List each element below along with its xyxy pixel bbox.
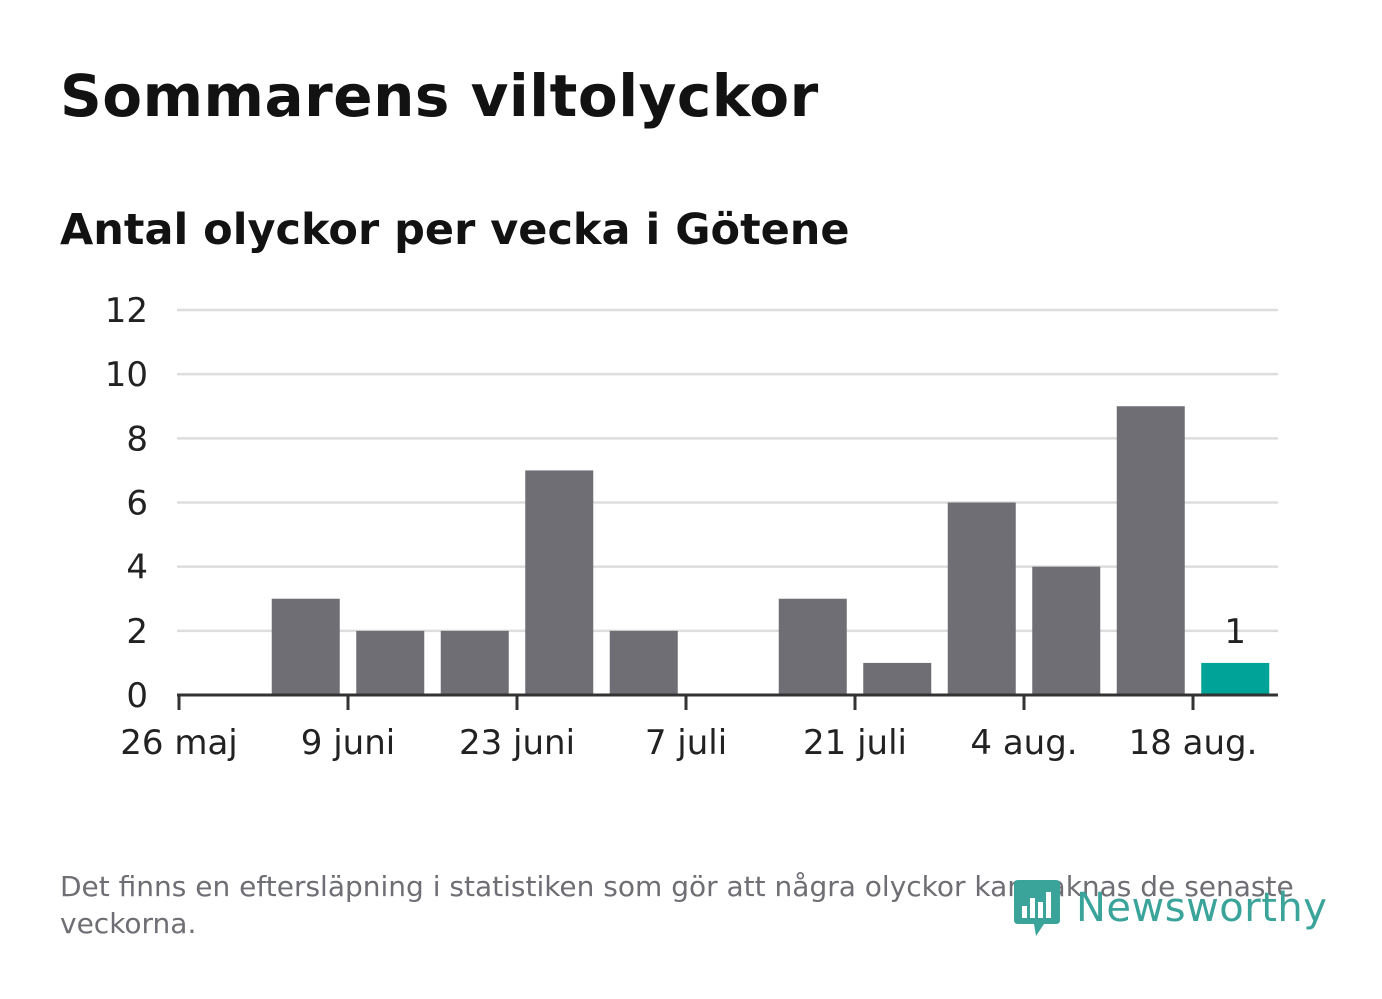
y-tick-label: 0 <box>126 676 148 716</box>
data-labels: 1 <box>1224 612 1246 652</box>
x-tick-label: 4 aug. <box>970 723 1077 763</box>
bar <box>271 598 340 695</box>
x-tick-label: 18 aug. <box>1129 723 1258 763</box>
x-tick-label: 21 juli <box>803 723 907 763</box>
y-axis-ticks: 0 2 4 6 8 10 12 <box>105 291 148 716</box>
newsworthy-logo: Newsworthy <box>1010 876 1327 940</box>
bar-highlighted <box>1201 662 1270 695</box>
bar <box>1032 566 1101 695</box>
bar <box>1116 406 1185 695</box>
x-tick-label: 9 juni <box>301 723 395 763</box>
y-tick-label: 10 <box>105 355 148 395</box>
bar <box>525 470 594 695</box>
x-axis-ticks: 26 maj 9 juni 23 juni 7 juli 21 juli 4 aug. 18… <box>120 695 1257 763</box>
bar <box>947 502 1016 695</box>
y-tick-label: 4 <box>126 548 148 588</box>
y-tick-label: 8 <box>126 419 148 459</box>
data-label: 1 <box>1224 612 1246 652</box>
y-tick-label: 12 <box>105 291 148 331</box>
newsworthy-logo-icon <box>1014 880 1060 936</box>
bar <box>863 662 932 695</box>
bars <box>271 406 1270 695</box>
bar <box>609 630 678 695</box>
chart-subtitle: Antal olyckor per vecka i Götene <box>60 205 850 255</box>
x-tick-label: 7 juli <box>645 723 727 763</box>
logo-text: Newsworthy <box>1076 885 1328 931</box>
x-tick-label: 23 juni <box>459 723 575 763</box>
footnote: Det finns en eftersläpning i statistiken… <box>60 870 1294 940</box>
gridlines <box>177 308 1278 633</box>
bar <box>356 630 425 695</box>
chart-title: Sommarens viltolyckor <box>60 62 819 130</box>
bar <box>778 598 847 695</box>
bar <box>440 630 509 695</box>
x-tick-label: 26 maj <box>120 723 237 763</box>
y-tick-label: 6 <box>126 484 148 524</box>
y-tick-label: 2 <box>126 612 148 652</box>
